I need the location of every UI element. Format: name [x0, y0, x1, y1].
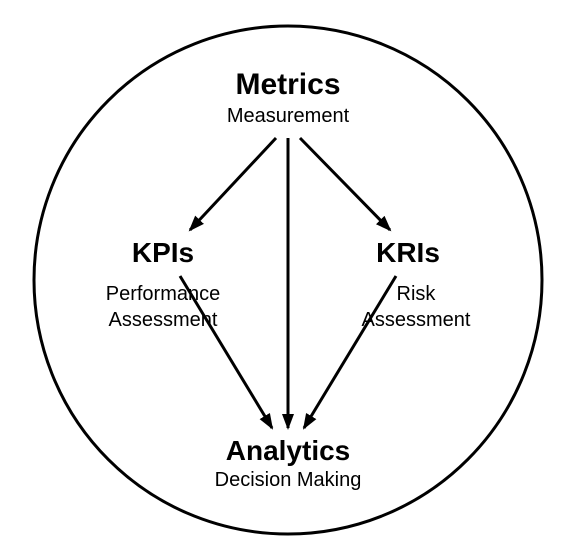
node-metrics-title: Metrics [235, 68, 340, 101]
node-kpis-title: KPIs [132, 237, 194, 268]
node-metrics-subtitle: Measurement [227, 105, 350, 127]
node-kris-sub2: Assessment [362, 309, 471, 331]
node-kpis-sub1: Performance [106, 283, 221, 305]
node-kris-title: KRIs [376, 237, 440, 268]
edge-metrics-to-kris [300, 138, 390, 230]
node-analytics-title: Analytics [226, 435, 351, 466]
node-analytics-subtitle: Decision Making [215, 469, 362, 491]
edge-metrics-to-kpis [190, 138, 276, 230]
edge-kris-to-analytics [304, 276, 396, 428]
diagram-canvas: Metrics Measurement KPIs Performance Assessm… [0, 0, 570, 554]
node-kris-sub1: Risk [397, 283, 437, 305]
node-kpis-sub2: Assessment [109, 309, 218, 331]
